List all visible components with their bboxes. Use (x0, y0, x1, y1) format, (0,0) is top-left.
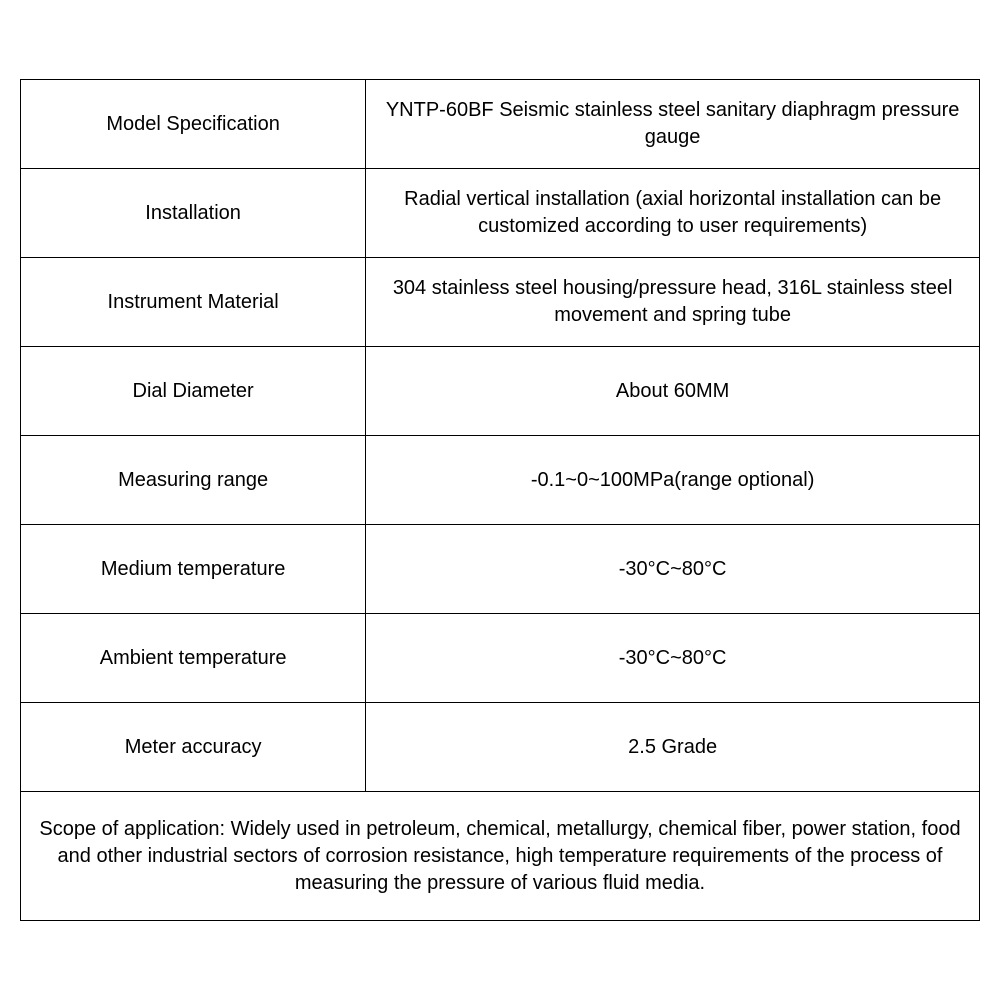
spec-value: YNTP-60BF Seismic stainless steel sanita… (366, 80, 980, 169)
spec-table-container: Model Specification YNTP-60BF Seismic st… (20, 79, 980, 921)
scope-of-application: Scope of application: Widely used in pet… (21, 792, 980, 921)
spec-label: Installation (21, 169, 366, 258)
spec-value: About 60MM (366, 347, 980, 436)
spec-label: Dial Diameter (21, 347, 366, 436)
spec-value: 304 stainless steel housing/pressure hea… (366, 258, 980, 347)
table-row: Installation Radial vertical installatio… (21, 169, 980, 258)
spec-label: Model Specification (21, 80, 366, 169)
table-row: Dial Diameter About 60MM (21, 347, 980, 436)
spec-value: -30°C~80°C (366, 614, 980, 703)
spec-value: Radial vertical installation (axial hori… (366, 169, 980, 258)
table-row: Meter accuracy 2.5 Grade (21, 703, 980, 792)
table-row: Model Specification YNTP-60BF Seismic st… (21, 80, 980, 169)
spec-label: Instrument Material (21, 258, 366, 347)
table-row: Medium temperature -30°C~80°C (21, 525, 980, 614)
table-row: Measuring range -0.1~0~100MPa(range opti… (21, 436, 980, 525)
spec-value: -30°C~80°C (366, 525, 980, 614)
table-row: Instrument Material 304 stainless steel … (21, 258, 980, 347)
spec-table: Model Specification YNTP-60BF Seismic st… (20, 79, 980, 921)
table-footer-row: Scope of application: Widely used in pet… (21, 792, 980, 921)
spec-value: 2.5 Grade (366, 703, 980, 792)
spec-value: -0.1~0~100MPa(range optional) (366, 436, 980, 525)
spec-label: Measuring range (21, 436, 366, 525)
spec-label: Ambient temperature (21, 614, 366, 703)
spec-label: Meter accuracy (21, 703, 366, 792)
spec-label: Medium temperature (21, 525, 366, 614)
table-row: Ambient temperature -30°C~80°C (21, 614, 980, 703)
